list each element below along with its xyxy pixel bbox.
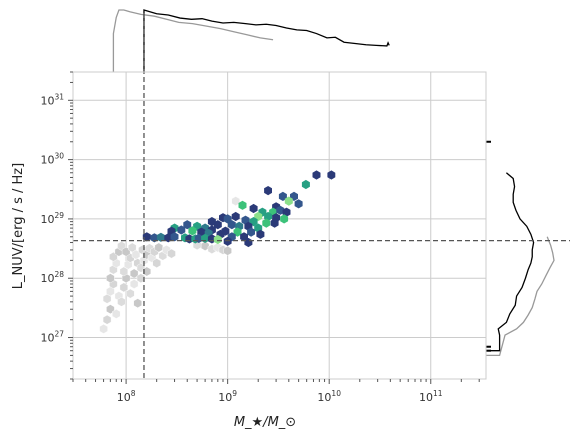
hexbin-cell-gray	[106, 273, 115, 284]
plot-border	[72, 71, 487, 380]
hexbin-cell	[249, 203, 258, 214]
hexbin-cell	[142, 232, 151, 242]
hexbin-cell	[256, 229, 265, 239]
hexbin-cell	[223, 214, 232, 224]
x-axis: 108 109 1010 1011	[72, 379, 480, 404]
hexbin-cell	[156, 232, 165, 242]
hexbin-cell-gray	[102, 293, 112, 304]
hexbin-cell	[188, 226, 197, 236]
hexbin-cell-gray	[231, 196, 240, 206]
hexbin-cell-gray	[129, 279, 139, 289]
hexbin-cell	[238, 200, 247, 210]
y-axis-label: L_NUV/[erg / s / Hz]	[11, 163, 26, 289]
y-tick-label: 1027	[40, 330, 64, 345]
hexbin-cell	[276, 205, 285, 215]
hexbin-cell	[177, 225, 186, 235]
hexbin-cell-gray	[223, 245, 232, 256]
y-axis: 1027 1028 1029 1030 1031	[40, 71, 73, 380]
hexbin-cell	[312, 170, 321, 180]
hexbin-cell	[170, 232, 179, 242]
marginal-y-gray-histogram	[486, 236, 555, 357]
hexbin-cell-gray	[99, 324, 108, 334]
hexbin-cell	[284, 196, 293, 206]
y-tick-label: 1029	[40, 211, 64, 226]
hexbin-cell	[247, 227, 255, 237]
plot-area	[73, 72, 486, 379]
hexbin-cell	[294, 199, 303, 209]
marginal-x-gray-histogram	[112, 9, 274, 72]
hexbin-cell-gray	[152, 258, 161, 268]
hexbin-cell-gray	[154, 242, 164, 253]
x-axis-label: M_★/M_⊙	[234, 415, 296, 430]
hexbin-cell-gray	[117, 296, 126, 307]
marginal-histogram-x	[112, 9, 390, 72]
plot-frame	[72, 71, 487, 380]
hexbin-cell	[213, 234, 222, 245]
hexbin-cell	[240, 232, 248, 242]
hexbin-cell-gray	[102, 314, 112, 325]
hexbin-cell-gray	[129, 268, 139, 279]
hexbin-cell	[264, 186, 272, 196]
hexbin-cell-gray	[126, 288, 135, 299]
hexbin-cell-gray	[112, 309, 121, 319]
hexbin-cell	[262, 218, 271, 228]
hexbin-cell-gray	[133, 298, 142, 309]
y-tick-label: 1028	[40, 270, 64, 285]
hexbin-cell	[278, 191, 287, 201]
hexbin-cell	[227, 220, 236, 230]
marginal-x-black-histogram	[143, 9, 390, 72]
hexbin-cell-gray	[167, 248, 176, 259]
reference-lines	[73, 13, 570, 379]
y-tick-label: 1030	[40, 152, 64, 167]
hexbin-cell-gray	[106, 286, 115, 297]
hexbin-cell-gray	[117, 241, 126, 251]
hexbin-cell	[327, 170, 336, 180]
hexbin-cell-gray	[136, 273, 146, 284]
hexbin-cell	[280, 214, 289, 224]
hexbin-cell-gray	[119, 266, 129, 277]
hexbin-cell	[270, 218, 279, 228]
x-tick-label: 109	[218, 389, 237, 404]
hexbin-cell-gray	[119, 282, 129, 293]
grid	[73, 72, 486, 379]
y-tick-label: 1031	[40, 92, 64, 107]
x-tick-label: 1011	[419, 389, 443, 404]
x-tick-label: 1010	[317, 389, 341, 404]
x-tick-label: 108	[117, 389, 136, 404]
hexbin-cell	[183, 220, 192, 230]
hexbin-cell	[213, 220, 222, 230]
hexbin-cell	[282, 207, 291, 217]
hexbin-cell	[301, 179, 310, 190]
marginal-y-black-histogram	[486, 172, 535, 352]
hexbin-cell-gray	[142, 266, 152, 277]
hexbin-cell	[231, 211, 240, 222]
hexbin-background-series	[99, 196, 240, 334]
marginal-histogram-y	[486, 140, 555, 357]
